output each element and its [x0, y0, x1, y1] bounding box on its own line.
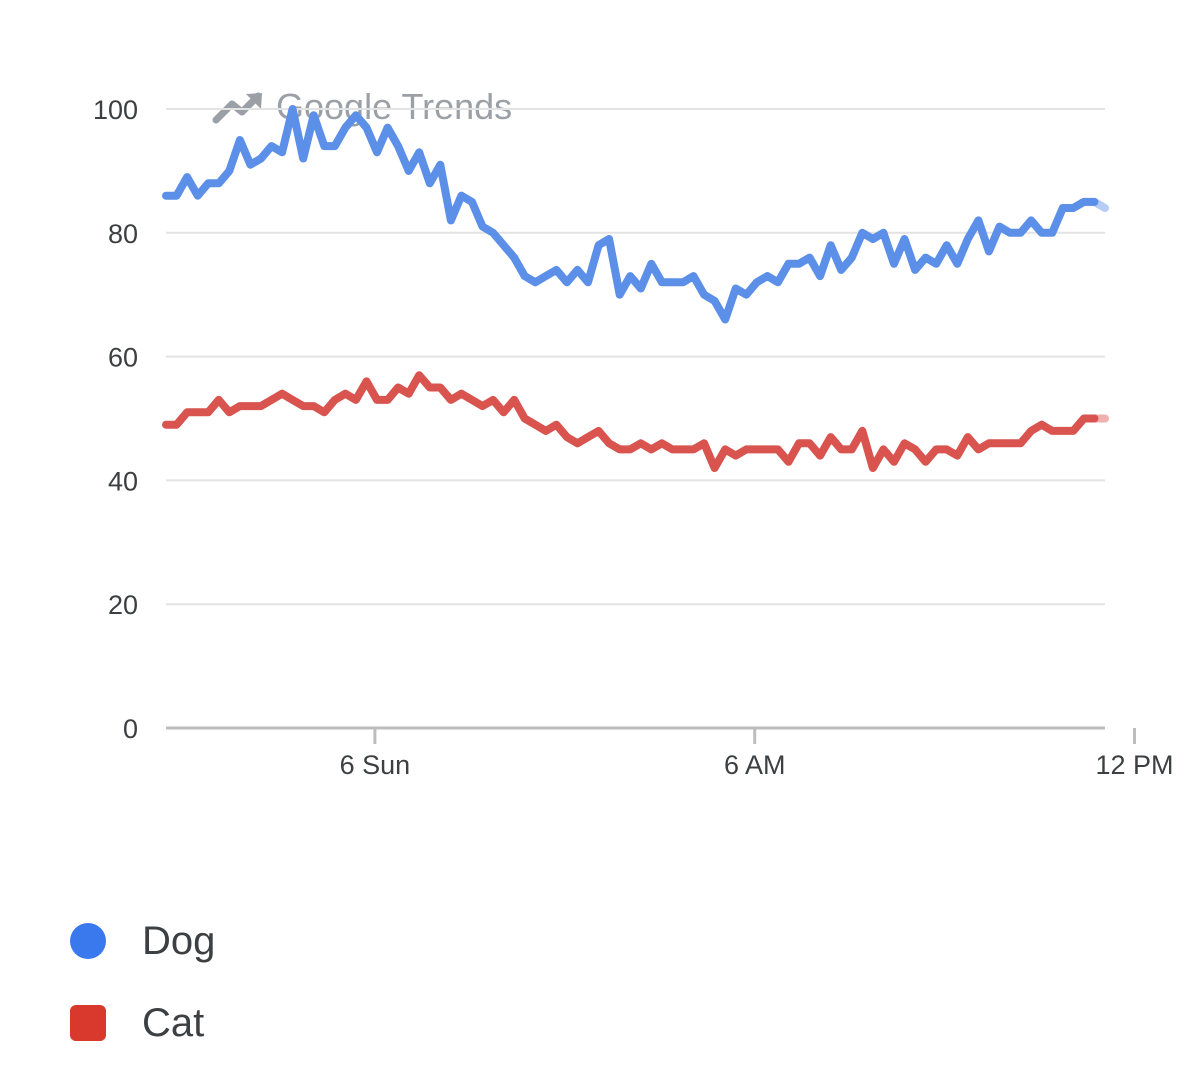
- x-tick-label: 6 Sun: [340, 750, 411, 780]
- y-tick-label: 40: [108, 466, 138, 496]
- legend-label-cat: Cat: [142, 1000, 205, 1045]
- series-line-cat: [162, 371, 1099, 472]
- cat-marker-icon: [70, 1005, 106, 1041]
- y-tick-label: 80: [108, 219, 138, 249]
- y-tick-label: 100: [93, 95, 138, 125]
- series-line-dog: [162, 105, 1099, 324]
- trend-arrowhead-icon: [246, 93, 262, 109]
- legend-item-cat[interactable]: Cat: [70, 982, 215, 1064]
- series-partial-dog: [1090, 197, 1109, 212]
- dog-marker-icon: [70, 923, 106, 959]
- y-tick-label: 20: [108, 590, 138, 620]
- legend: Dog Cat: [70, 900, 215, 1064]
- x-tick-label: 6 AM: [724, 750, 786, 780]
- x-tick-label: 12 PM: [1095, 750, 1173, 780]
- legend-item-dog[interactable]: Dog: [70, 900, 215, 982]
- y-tick-label: 0: [123, 714, 138, 744]
- legend-label-dog: Dog: [142, 918, 216, 963]
- y-tick-label: 60: [108, 343, 138, 373]
